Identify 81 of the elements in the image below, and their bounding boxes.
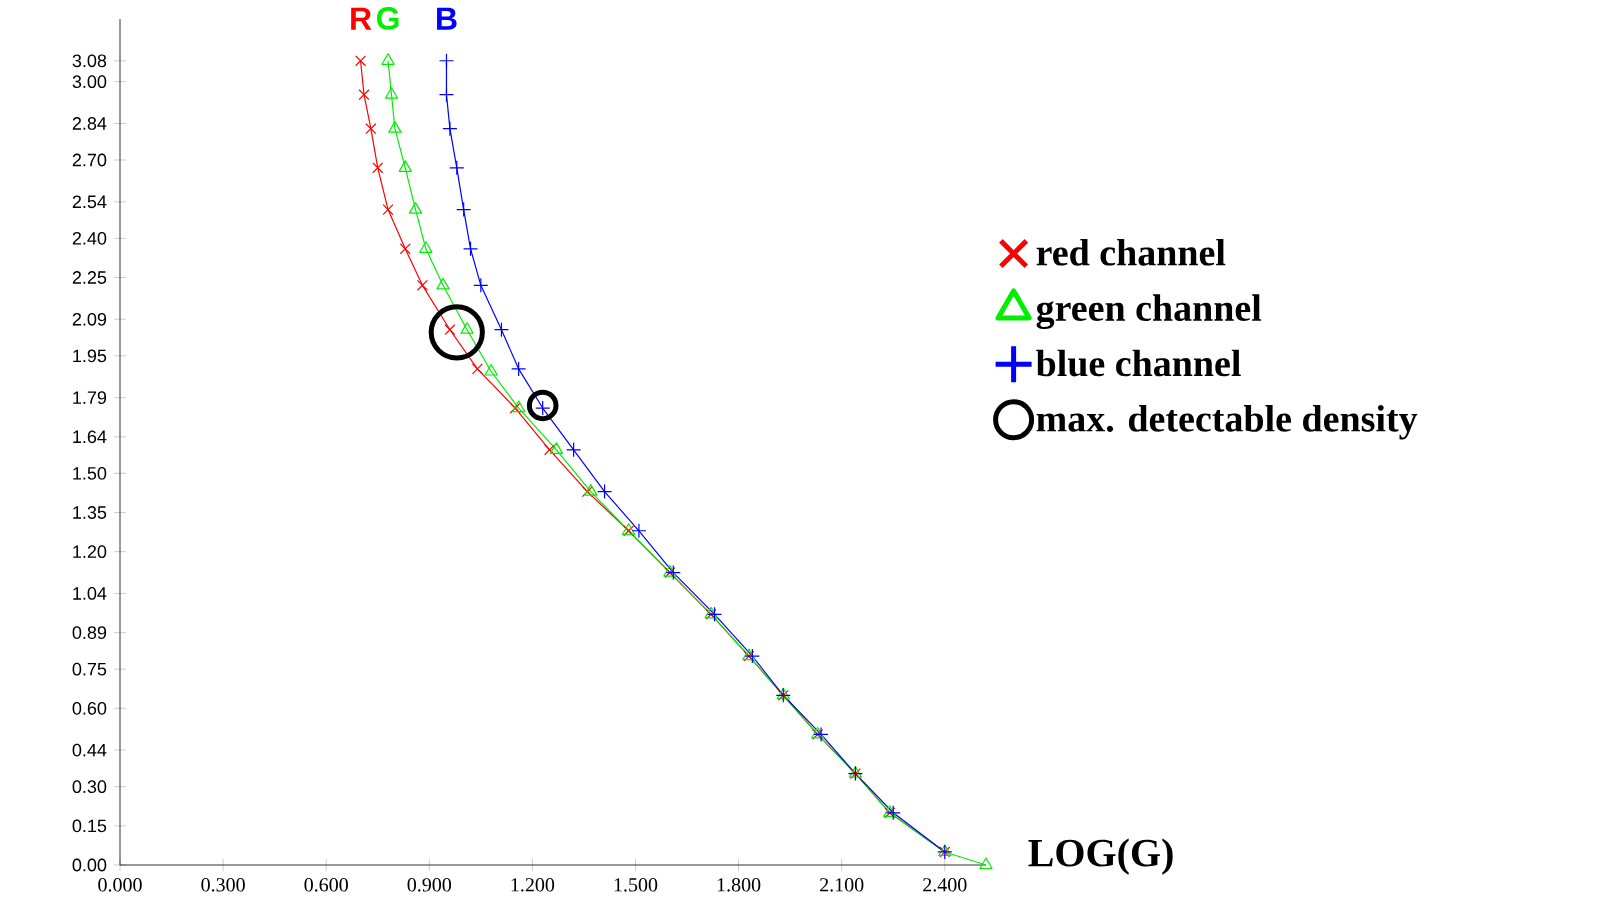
y-tick-label: 0.89 (72, 626, 107, 639)
annotation: R (351, 7, 372, 30)
legend-label: red channel (1036, 238, 1226, 266)
y-tick-label: 1.79 (73, 391, 107, 404)
point (442, 121, 458, 137)
point (438, 87, 455, 103)
x-tick-label: 0.300 (201, 878, 245, 892)
legend-label: green channel (1036, 294, 1262, 330)
y-tick-label: 3.08 (72, 54, 107, 68)
y-tick-label: 2.09 (72, 312, 107, 326)
point (885, 805, 901, 821)
point (398, 160, 412, 172)
y-tick-label: 2.40 (72, 231, 107, 245)
point (381, 53, 395, 65)
y-tick-label: 0.60 (72, 701, 107, 715)
point (566, 442, 582, 458)
point (665, 564, 681, 581)
point (399, 243, 411, 255)
point (484, 363, 498, 376)
point (358, 89, 370, 101)
y-tick-label: 2.54 (72, 195, 107, 209)
x-tick-label: 0.900 (407, 878, 452, 892)
point (408, 202, 423, 214)
x-axis-title: LOG(G) (1028, 838, 1173, 875)
point (449, 160, 465, 176)
point (388, 121, 402, 133)
x-tick-label: 1.200 (511, 878, 555, 892)
y-tick-label: 1.95 (73, 349, 107, 363)
point (706, 606, 723, 622)
point (382, 204, 394, 216)
point (584, 484, 598, 496)
point (460, 322, 474, 334)
annotation: B (437, 7, 457, 30)
legend-label: blue channel (1036, 349, 1241, 377)
point (511, 361, 527, 377)
point (544, 444, 556, 456)
point (365, 123, 377, 135)
x-tick-label: 1.800 (717, 878, 761, 892)
point (813, 726, 829, 743)
point (462, 241, 479, 257)
x-tick-label: 0.600 (304, 878, 348, 892)
point (596, 484, 613, 500)
point (438, 53, 455, 69)
point (355, 55, 367, 67)
y-tick-label: 2.25 (72, 271, 107, 284)
y-tick-label: 1.50 (73, 466, 107, 480)
point (436, 277, 450, 290)
y-tick-label: 1.20 (73, 545, 107, 559)
x-tick-label: 2.400 (923, 878, 967, 892)
point (631, 523, 647, 539)
point (511, 400, 526, 413)
point (456, 202, 472, 218)
point (473, 277, 489, 293)
point (419, 241, 433, 253)
y-tick-label: 0.00 (72, 858, 107, 872)
point (509, 402, 521, 414)
y-tick-label: 1.35 (73, 506, 107, 519)
annotation: G (376, 7, 399, 30)
point (416, 279, 428, 291)
legend-label: max. detectable density (1036, 405, 1418, 440)
y-tick-label: 0.15 (72, 819, 107, 833)
y-tick-label: 1.64 (73, 430, 107, 444)
y-tick-label: 0.75 (72, 662, 107, 676)
y-tick-label: 0.30 (72, 780, 107, 794)
point (372, 162, 384, 174)
y-tick-label: 2.70 (72, 153, 107, 167)
x-tick-label: 2.100 (820, 878, 864, 892)
y-tick-label: 3.00 (72, 75, 107, 89)
y-tick-label: 2.84 (72, 117, 107, 130)
point (444, 324, 456, 336)
point (744, 648, 760, 664)
point (471, 363, 483, 375)
y-tick-label: 0.44 (72, 743, 107, 757)
y-tick-label: 1.04 (73, 587, 107, 600)
x-tick-label: 0.000 (98, 878, 142, 892)
point (581, 486, 593, 498)
point (384, 87, 399, 99)
point (549, 442, 564, 454)
point (493, 322, 510, 338)
point (979, 857, 993, 870)
x-tick-label: 1.500 (614, 878, 658, 892)
